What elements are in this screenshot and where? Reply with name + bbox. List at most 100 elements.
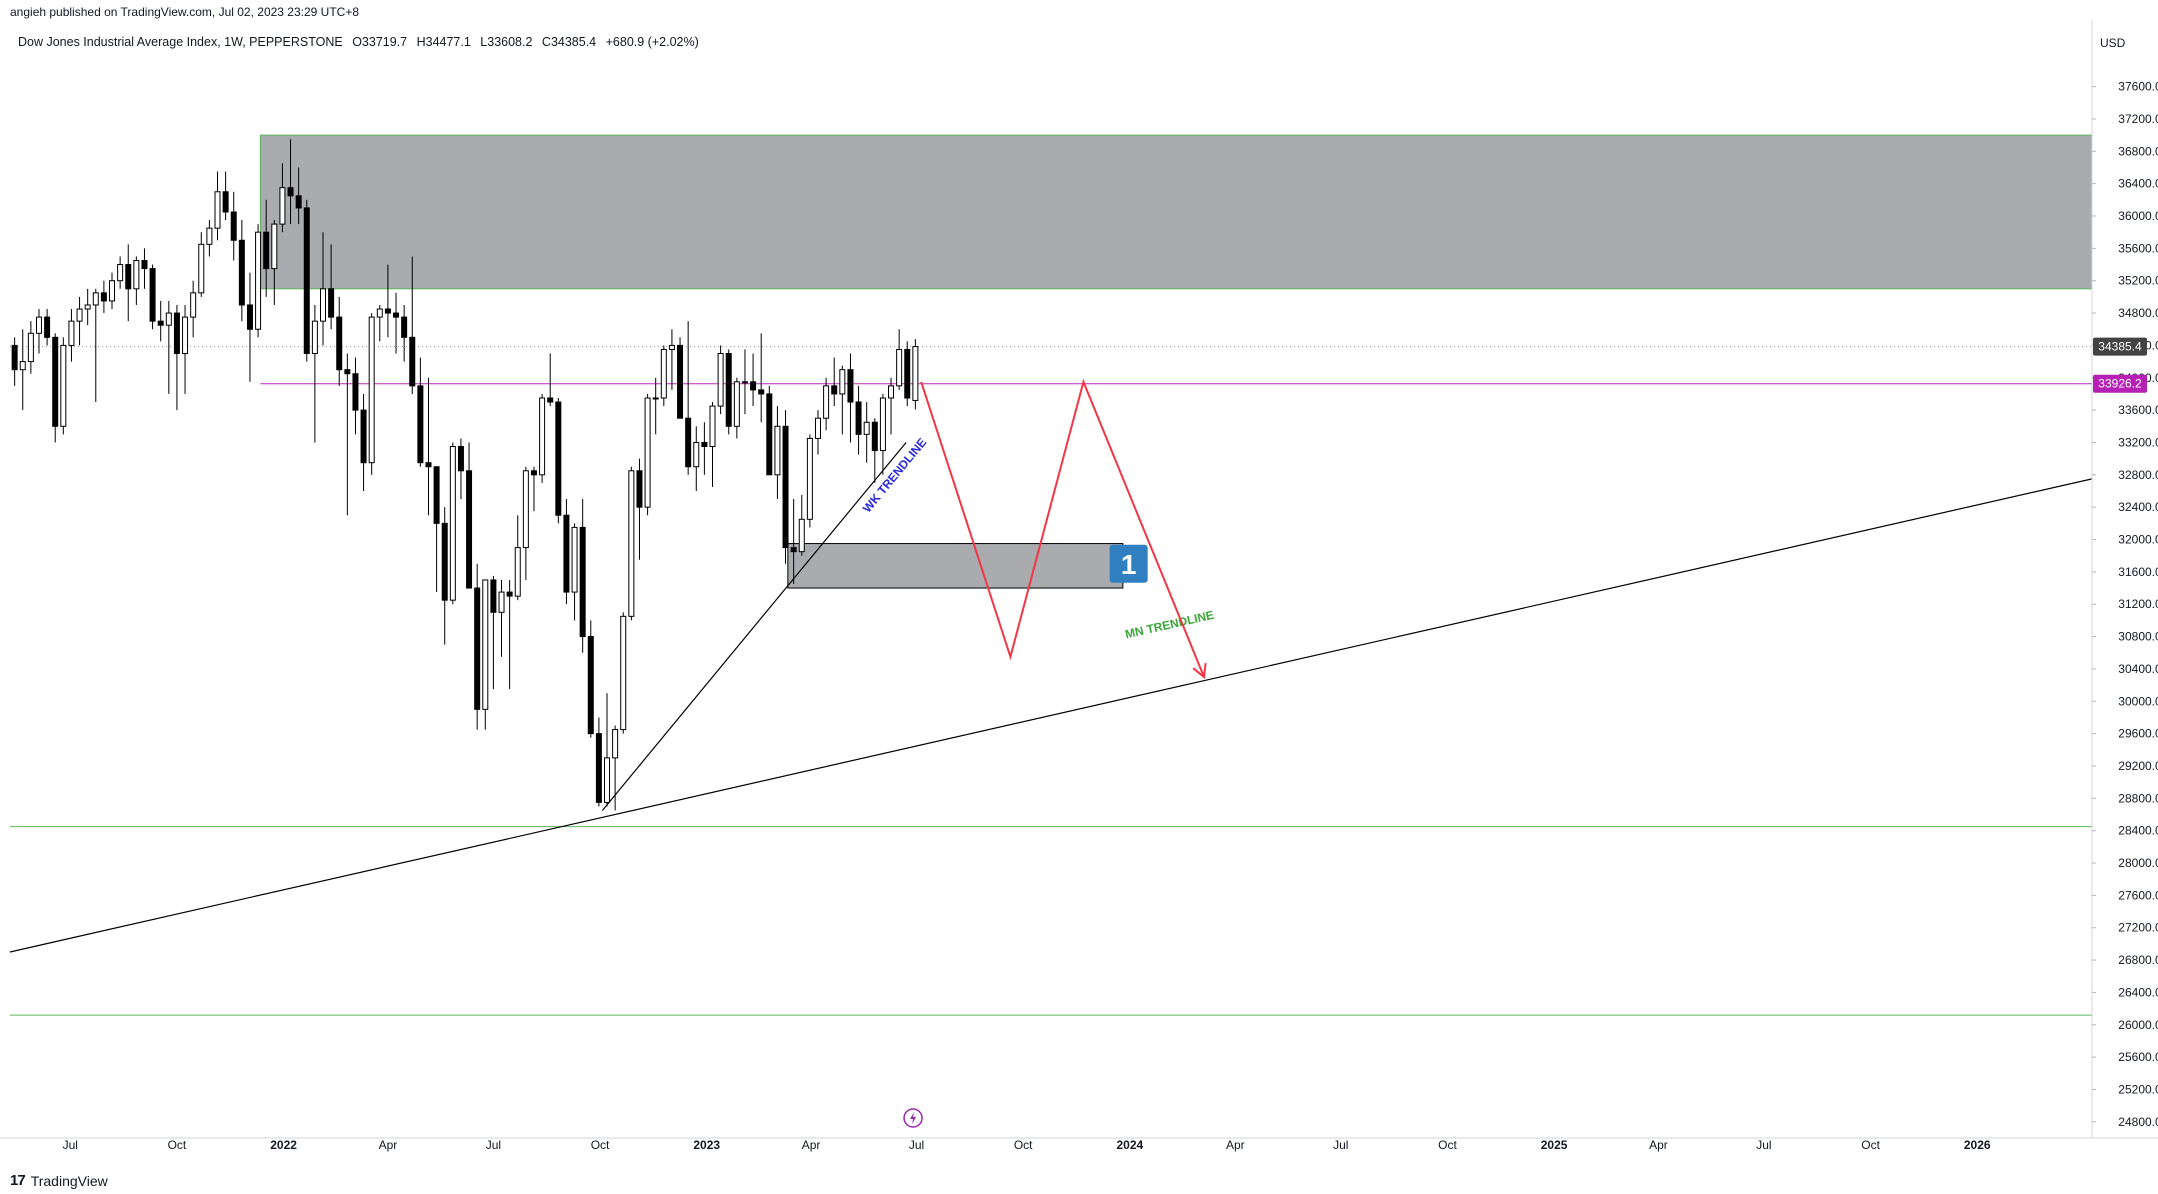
candle-body (530, 470, 537, 476)
price-tick-label: 35200.0 (2118, 274, 2158, 288)
candle-body (620, 615, 627, 731)
candle-body (790, 547, 797, 553)
candle (587, 620, 594, 738)
price-axis[interactable]: USD 24800.0 25200.0 25600.0 26000.0 26400.0 26… (2091, 20, 2158, 1138)
price-tick-label: 30400.0 (2118, 662, 2158, 676)
candle (92, 288, 99, 403)
candle-body (896, 348, 903, 387)
candle (44, 309, 51, 346)
candle-body (449, 446, 456, 601)
symbol-name[interactable]: Dow Jones Industrial Average Index, 1W, … (18, 35, 343, 49)
candle-body (336, 316, 343, 371)
candle (668, 329, 675, 390)
candle-body (417, 385, 424, 464)
time-tick-label: Apr (1649, 1138, 1668, 1152)
candle-body (587, 636, 594, 735)
candle-body (384, 308, 391, 314)
candle-body (360, 409, 367, 464)
last-price-tag-label: 34385.4 (2098, 340, 2142, 354)
candle-body (498, 591, 505, 613)
candle-body (595, 733, 602, 803)
tradingview-brand[interactable]: 17 TradingView (10, 1172, 108, 1189)
candle (660, 345, 667, 407)
candle (612, 725, 619, 811)
currency-label: USD (2100, 36, 2126, 50)
candle (879, 393, 886, 475)
candle-body (319, 288, 326, 322)
candle-body (157, 320, 164, 326)
candle-body (612, 729, 619, 759)
candle (76, 296, 83, 346)
candle-body (44, 316, 51, 338)
candle (896, 329, 903, 390)
price-tick-label: 28000.0 (2118, 856, 2158, 870)
candle-body (855, 401, 862, 435)
time-tick-label: Apr (379, 1138, 398, 1152)
candle-body (76, 308, 83, 322)
candle (117, 256, 124, 289)
tradingview-logo-icon: 17 (10, 1172, 26, 1189)
candle (539, 393, 546, 483)
price-tick-label: 26400.0 (2118, 985, 2158, 999)
candle-body (425, 462, 432, 468)
candle (393, 292, 400, 354)
mn-trendline (9, 478, 2093, 953)
candle (214, 171, 221, 241)
candle (579, 499, 586, 653)
time-tick-label: Oct (1861, 1138, 1880, 1152)
candle-body (279, 187, 286, 225)
candle (190, 280, 197, 338)
candle (449, 442, 456, 605)
candle-body (352, 373, 359, 411)
candle (490, 575, 497, 690)
candle-body (733, 381, 740, 427)
candle-body (141, 259, 148, 270)
candle (352, 357, 359, 435)
time-tick-label: Oct (168, 1138, 187, 1152)
candle (563, 499, 570, 605)
candle (831, 357, 838, 407)
candle (863, 402, 870, 463)
step-badge: 1 (1109, 544, 1148, 583)
candle (888, 377, 895, 435)
candle (409, 256, 416, 394)
candle-body (879, 397, 886, 452)
lightning-event-icon[interactable] (903, 1108, 923, 1128)
time-tick-label: 2022 (270, 1138, 297, 1152)
candle (847, 353, 854, 443)
candle (311, 304, 318, 443)
candle-body (693, 441, 700, 468)
ohlc-high: H34477.1 (416, 35, 471, 49)
candle (522, 466, 529, 580)
price-tick-label: 28800.0 (2118, 791, 2158, 805)
demand-zone (787, 543, 1124, 589)
candle-body (555, 401, 562, 516)
candle-body (287, 187, 294, 197)
candle-body (457, 446, 464, 472)
candle (368, 313, 375, 475)
candle (173, 304, 180, 411)
candle-body (847, 369, 854, 403)
time-axis[interactable]: Jul Oct 2022 Apr Jul Oct 2023 Apr Jul Oct 2024 Apr J… (0, 1137, 2158, 1152)
candle-body (230, 211, 237, 241)
candle-body (68, 320, 75, 346)
candle (295, 167, 302, 225)
candle (628, 466, 635, 621)
plot-area[interactable]: MN TRENDLINE WK TRENDLINE 1 (9, 134, 2093, 1128)
candle-body (863, 421, 870, 435)
candle (466, 442, 473, 589)
candle-body (190, 292, 197, 318)
candle (319, 232, 326, 346)
candle (798, 495, 805, 556)
candle-body (522, 470, 529, 549)
candle-body (198, 243, 205, 294)
step-badge-box (1109, 544, 1148, 583)
price-tick-label: 27600.0 (2118, 888, 2158, 902)
candle-body (222, 191, 229, 213)
candle (904, 341, 911, 407)
candle (555, 397, 562, 524)
candle (758, 333, 765, 423)
candle (19, 329, 26, 411)
candle-body (571, 526, 578, 593)
